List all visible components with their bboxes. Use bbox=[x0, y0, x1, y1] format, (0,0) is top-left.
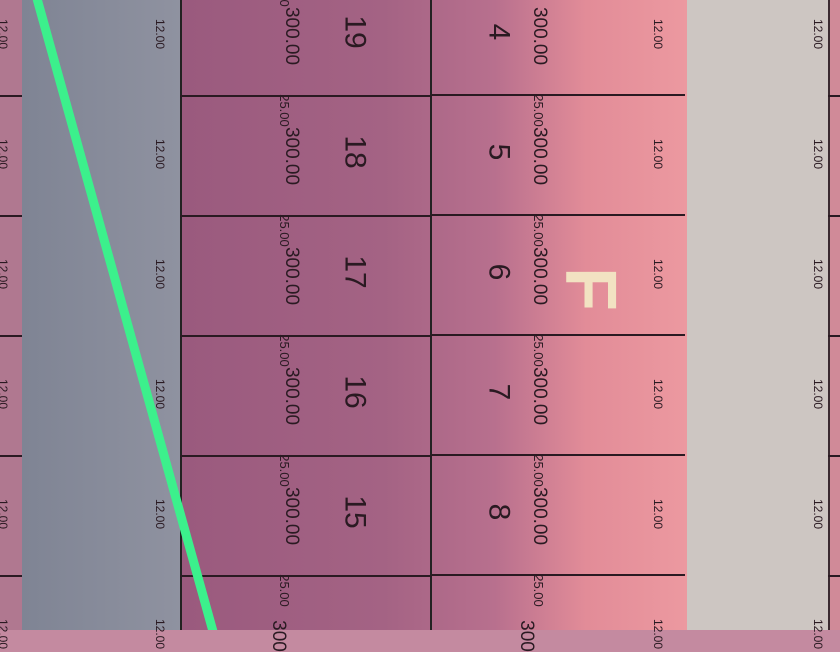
green-line bbox=[32, 0, 218, 630]
lot-divider bbox=[432, 334, 685, 336]
lot-block bbox=[180, 0, 689, 630]
lot-divider bbox=[180, 215, 432, 217]
adjacent-lot-divider bbox=[828, 215, 840, 217]
adjacent-lot-divider bbox=[0, 455, 22, 457]
lot-divider bbox=[180, 95, 432, 97]
green-boundary-line bbox=[32, 0, 218, 630]
lot-divider bbox=[432, 94, 685, 96]
lot-divider bbox=[432, 214, 685, 216]
road-right bbox=[687, 0, 828, 630]
adjacent-lot-divider bbox=[828, 335, 840, 337]
road-left bbox=[22, 0, 180, 630]
block-centerline bbox=[430, 0, 432, 630]
adjacent-lots-right bbox=[828, 0, 840, 630]
adjacent-lot-divider bbox=[828, 575, 840, 577]
lot-divider bbox=[180, 455, 432, 457]
adjacent-lot-divider bbox=[0, 95, 22, 97]
adjacent-lot-divider bbox=[0, 575, 22, 577]
adjacent-lot-divider bbox=[0, 215, 22, 217]
adjacent-lot-divider bbox=[828, 455, 840, 457]
lot-divider bbox=[180, 335, 432, 337]
lot-divider bbox=[432, 574, 685, 576]
lot-divider bbox=[180, 575, 432, 577]
lot-divider bbox=[432, 454, 685, 456]
adjacent-lot-divider bbox=[0, 335, 22, 337]
adjacent-lot-divider bbox=[828, 95, 840, 97]
